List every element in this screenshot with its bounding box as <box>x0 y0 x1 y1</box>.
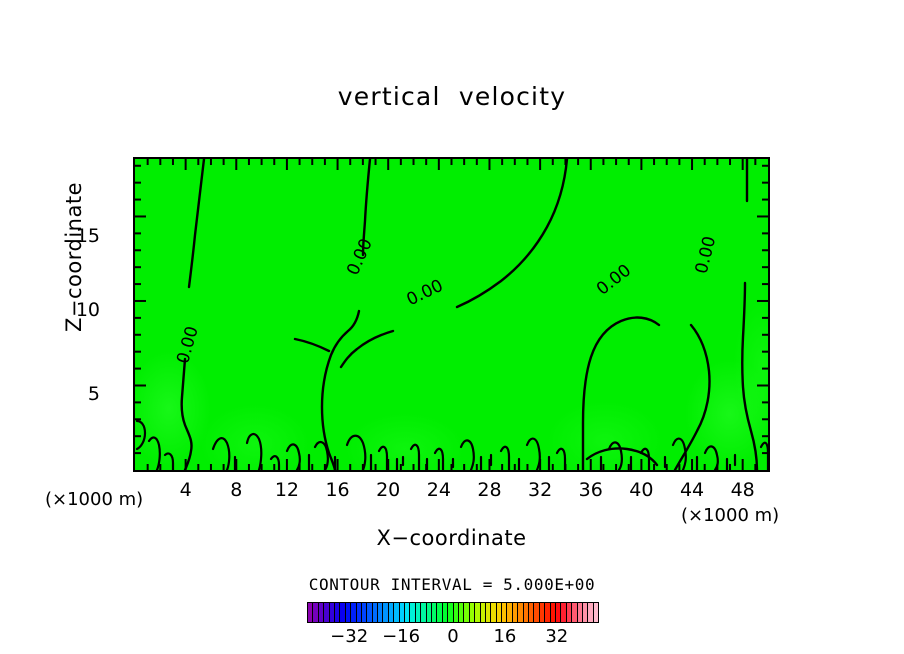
colorbar-tick-label: −32 <box>330 626 369 647</box>
colorbar-swatch <box>545 603 551 622</box>
contour-line-diagonal-stub <box>293 337 331 353</box>
colorbar-swatch <box>431 603 438 622</box>
x-tick-label-12: 12 <box>274 479 299 501</box>
colorbar-swatch <box>361 603 368 622</box>
y-tick-label-10: 10 <box>75 299 100 321</box>
x-tick-label-4: 4 <box>179 479 192 501</box>
contour-line-midleft-upper <box>361 159 372 257</box>
colorbar-swatch <box>485 603 492 622</box>
x-tick-label-48: 48 <box>730 479 755 501</box>
colorbar-swatch <box>421 603 427 622</box>
colorbar-swatch <box>555 603 562 622</box>
contour-plot-area[interactable]: 0.00 0.00 0.00 0.00 0.00 <box>133 157 770 472</box>
colorbar-swatch <box>502 603 508 622</box>
contour-line-sweep-upper <box>455 159 569 309</box>
colorbar-swatch <box>318 603 325 622</box>
colorbar-swatch <box>453 603 459 622</box>
colorbar-swatch <box>345 603 352 622</box>
colorbar-swatch <box>399 603 406 622</box>
x-tick-label-8: 8 <box>230 479 243 501</box>
colorbar-swatch <box>372 603 379 622</box>
y-tick-label-5: 5 <box>87 383 100 405</box>
colorbar-swatch <box>475 603 481 622</box>
axis-ticks <box>135 159 768 470</box>
colorbar-swatch <box>426 603 432 622</box>
colorbar-swatch <box>588 603 594 622</box>
colorbar-swatch <box>469 603 476 622</box>
x-tick-label-40: 40 <box>629 479 654 501</box>
colorbar-swatch <box>577 603 583 622</box>
x-tick-label-32: 32 <box>528 479 553 501</box>
x-axis-unit-note: (×1000 m) <box>681 505 780 526</box>
contour-line-dome-left <box>581 316 661 470</box>
colorbar-swatch <box>464 603 470 622</box>
contour-lines <box>135 159 768 470</box>
colorbar-swatch <box>496 603 503 622</box>
colorbar-swatch <box>340 603 346 622</box>
colorbar-swatch <box>394 603 400 622</box>
colorbar-tick-label: 0 <box>447 626 459 647</box>
colorbar-swatch <box>572 603 578 622</box>
colorbar-tick-row: −32 −16 0 16 32 <box>307 626 599 650</box>
y-axis-label: Z−coordinate <box>62 182 86 332</box>
contour-lines-boundary-layer <box>135 419 768 470</box>
colorbar-swatch <box>308 603 314 622</box>
colorbar-swatch <box>388 603 395 622</box>
contour-line-left-lower <box>180 357 193 470</box>
contour-interval-caption: CONTOUR INTERVAL = 5.000E+00 <box>308 575 596 594</box>
colorbar-swatch <box>480 603 486 622</box>
colorbar-swatch <box>410 603 416 622</box>
page-title: vertical velocity <box>337 82 567 111</box>
x-tick-label-16: 16 <box>325 479 350 501</box>
x-tick-label-44: 44 <box>679 479 705 501</box>
colorbar-tick-label: −16 <box>382 626 421 647</box>
x-tick-label-36: 36 <box>578 479 603 501</box>
colorbar-swatch <box>383 603 389 622</box>
colorbar-swatch <box>539 603 546 622</box>
colorbar-swatch <box>356 603 362 622</box>
colorbar-swatch <box>329 603 335 622</box>
contour-field-svg <box>135 159 768 470</box>
colorbar-tick-label: 16 <box>493 626 517 647</box>
colorbar-swatch <box>324 603 330 622</box>
contour-line-dome-inner <box>585 447 659 467</box>
colorbar-swatch <box>550 603 556 622</box>
colorbar-swatch <box>507 603 513 622</box>
colorbar[interactable] <box>307 602 599 623</box>
colorbar-tick-label: 32 <box>545 626 569 647</box>
colorbar-swatch <box>523 603 530 622</box>
colorbar-swatch <box>437 603 443 622</box>
contour-line-midleft-lower <box>320 309 361 470</box>
colorbar-swatch <box>367 603 373 622</box>
y-axis-unit-note: (×1000 m) <box>45 489 144 510</box>
colorbar-swatch <box>518 603 524 622</box>
colorbar-swatch <box>378 603 384 622</box>
colorbar-swatch <box>582 603 589 622</box>
x-tick-label-24: 24 <box>426 479 451 501</box>
colorbar-swatch <box>448 603 454 622</box>
field-shading <box>135 299 768 470</box>
colorbar-swatch <box>334 603 341 622</box>
contour-line-sweep-lower <box>339 329 395 369</box>
colorbar-swatch <box>442 603 449 622</box>
x-tick-label-20: 20 <box>376 479 401 501</box>
colorbar-swatch <box>593 603 599 622</box>
x-tick-label-28: 28 <box>477 479 502 501</box>
colorbar-swatch <box>313 603 319 622</box>
colorbar-swatch <box>351 603 357 622</box>
contour-line-right-lower <box>741 281 759 470</box>
colorbar-swatch <box>405 603 411 622</box>
contour-line-left-upper <box>187 159 206 289</box>
y-tick-label-15: 15 <box>75 225 100 247</box>
colorbar-swatch <box>512 603 519 622</box>
colorbar-swatch <box>415 603 422 622</box>
colorbar-swatch <box>458 603 465 622</box>
colorbar-swatch <box>491 603 497 622</box>
x-axis-label: X−coordinate <box>376 526 527 550</box>
colorbar-swatch <box>561 603 567 622</box>
colorbar-swatch <box>534 603 540 622</box>
colorbar-swatch <box>529 603 535 622</box>
colorbar-swatch <box>566 603 573 622</box>
